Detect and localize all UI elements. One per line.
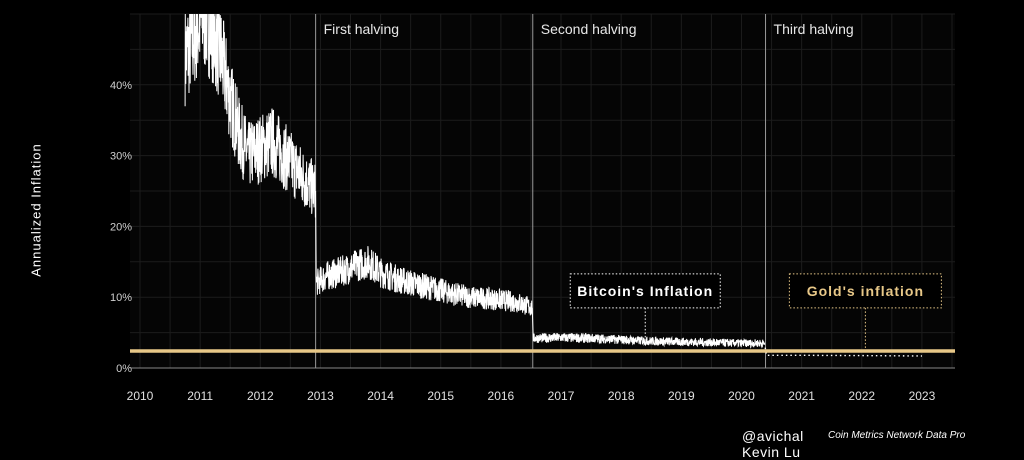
halving-label: Third halving xyxy=(774,21,854,37)
y-tick-label: 10% xyxy=(110,292,132,304)
credit-handle: @avichal xyxy=(742,428,804,444)
x-tick-label: 2019 xyxy=(668,389,695,403)
series-line-projected xyxy=(763,343,922,357)
series-line-bitcoin xyxy=(184,14,765,349)
annotation-box xyxy=(788,273,942,309)
y-tick-label: 20% xyxy=(110,221,132,233)
y-tick-label: 30% xyxy=(110,151,132,163)
x-tick-label: 2018 xyxy=(608,389,635,403)
x-tick-label: 2022 xyxy=(848,389,875,403)
y-tick-label: 0% xyxy=(116,363,132,375)
x-tick-label: 2013 xyxy=(307,389,334,403)
x-tick-label: 2010 xyxy=(127,389,154,403)
x-tick-label: 2015 xyxy=(427,389,454,403)
credit-source: Coin Metrics Network Data Pro xyxy=(828,430,966,441)
y-tick-label: 40% xyxy=(110,80,132,92)
annotation-label: Bitcoin's Inflation xyxy=(577,283,713,299)
x-tick-label: 2020 xyxy=(728,389,755,403)
y-axis-label: Annualized Inflation xyxy=(28,143,44,277)
x-tick-label: 2016 xyxy=(488,389,515,403)
halving-label: Second halving xyxy=(541,21,637,37)
x-tick-label: 2023 xyxy=(909,389,936,403)
halving-label: First halving xyxy=(324,21,399,37)
x-tick-label: 2012 xyxy=(247,389,274,403)
x-tick-label: 2011 xyxy=(187,389,213,403)
x-tick-label: 2021 xyxy=(788,389,815,403)
x-tick-label: 2014 xyxy=(367,389,394,403)
credit-name: Kevin Lu xyxy=(742,444,801,460)
annotation-label: Gold's inflation xyxy=(807,283,924,299)
x-tick-label: 2017 xyxy=(548,389,575,403)
